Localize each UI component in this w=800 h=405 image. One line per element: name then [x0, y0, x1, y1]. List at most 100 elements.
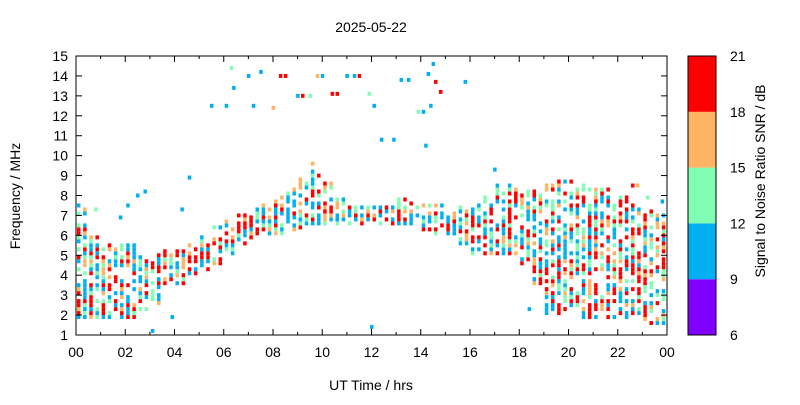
x-tick-label: 06 — [216, 344, 232, 360]
data-cell — [458, 217, 463, 222]
data-cell — [594, 239, 598, 244]
data-cell — [600, 251, 604, 256]
data-cell — [132, 259, 136, 264]
data-point — [271, 105, 275, 110]
data-cell — [366, 213, 370, 218]
data-cell — [501, 223, 506, 228]
data-cell — [329, 197, 333, 202]
data-cell — [643, 237, 647, 242]
data-cell — [249, 219, 253, 224]
data-cell — [544, 267, 549, 272]
data-cell — [489, 251, 493, 256]
data-cell — [544, 287, 549, 292]
data-cell — [483, 235, 487, 240]
data-cell — [101, 307, 106, 312]
data-cell — [655, 217, 660, 222]
data-point — [94, 207, 98, 212]
data-cell — [600, 227, 604, 232]
data-cell — [514, 235, 518, 240]
data-cell — [83, 315, 87, 320]
data-cell — [501, 239, 506, 244]
data-cell — [489, 203, 493, 208]
y-tick-label: 13 — [52, 88, 68, 104]
data-cell — [95, 251, 99, 256]
data-cell — [526, 213, 530, 218]
data-cell — [501, 191, 506, 196]
data-cell — [569, 223, 573, 228]
data-cell — [280, 195, 284, 200]
data-cell — [237, 233, 241, 238]
data-cell — [421, 227, 426, 232]
data-cell — [526, 189, 530, 194]
data-cell — [557, 263, 561, 268]
data-cell — [317, 221, 321, 226]
data-cell — [563, 227, 567, 232]
data-cell — [612, 203, 617, 208]
data-cell — [76, 239, 81, 244]
data-cell — [649, 269, 653, 274]
data-cell — [427, 211, 432, 216]
data-cell — [618, 255, 623, 260]
data-cell — [563, 279, 567, 284]
data-cell — [563, 239, 567, 244]
data-cell — [95, 315, 99, 320]
data-cell — [563, 283, 567, 288]
data-cell — [132, 271, 136, 276]
data-cell — [292, 227, 296, 232]
data-cell — [637, 227, 641, 232]
data-cell — [76, 287, 81, 292]
data-cell — [655, 225, 660, 230]
data-cell — [661, 257, 666, 262]
data-cell — [538, 265, 543, 270]
data-cell — [255, 219, 259, 224]
data-cell — [606, 187, 610, 192]
data-point — [370, 325, 374, 330]
data-cell — [612, 231, 617, 236]
data-cell — [156, 257, 161, 262]
data-cell — [372, 213, 376, 218]
data-cell — [206, 251, 210, 256]
data-cell — [132, 243, 136, 248]
data-point — [301, 93, 305, 98]
data-cell — [643, 253, 647, 258]
data-cell — [169, 277, 173, 282]
data-cell — [507, 199, 512, 204]
data-cell — [631, 287, 635, 292]
data-cell — [181, 277, 186, 282]
x-tick-label: 18 — [511, 344, 527, 360]
data-cell — [120, 315, 124, 320]
data-cell — [594, 203, 598, 208]
data-cell — [286, 219, 290, 224]
data-cell — [415, 213, 420, 218]
data-cell — [237, 237, 241, 242]
data-cell — [544, 307, 549, 312]
data-cell — [563, 247, 567, 252]
data-cell — [83, 247, 87, 252]
data-cell — [434, 231, 438, 236]
data-cell — [594, 291, 598, 296]
data-cell — [489, 247, 493, 252]
data-cell — [113, 303, 118, 308]
data-cell — [230, 235, 235, 240]
data-cell — [113, 247, 118, 252]
data-cell — [661, 309, 666, 314]
data-cell — [298, 213, 303, 218]
data-cell — [298, 221, 303, 226]
data-cell — [594, 235, 598, 240]
data-cell — [594, 227, 598, 232]
data-cell — [661, 289, 666, 294]
data-cell — [458, 229, 463, 234]
data-cell — [83, 307, 87, 312]
data-cell — [649, 237, 653, 242]
data-cell — [643, 221, 647, 226]
data-cell — [624, 279, 629, 284]
data-cell — [452, 223, 456, 228]
data-cell — [575, 191, 580, 196]
data-cell — [594, 219, 598, 224]
data-cell — [612, 283, 617, 288]
data-cell — [575, 215, 580, 220]
data-cell — [427, 227, 432, 232]
data-point — [209, 103, 214, 108]
data-cell — [403, 221, 407, 226]
data-cell — [507, 183, 512, 188]
